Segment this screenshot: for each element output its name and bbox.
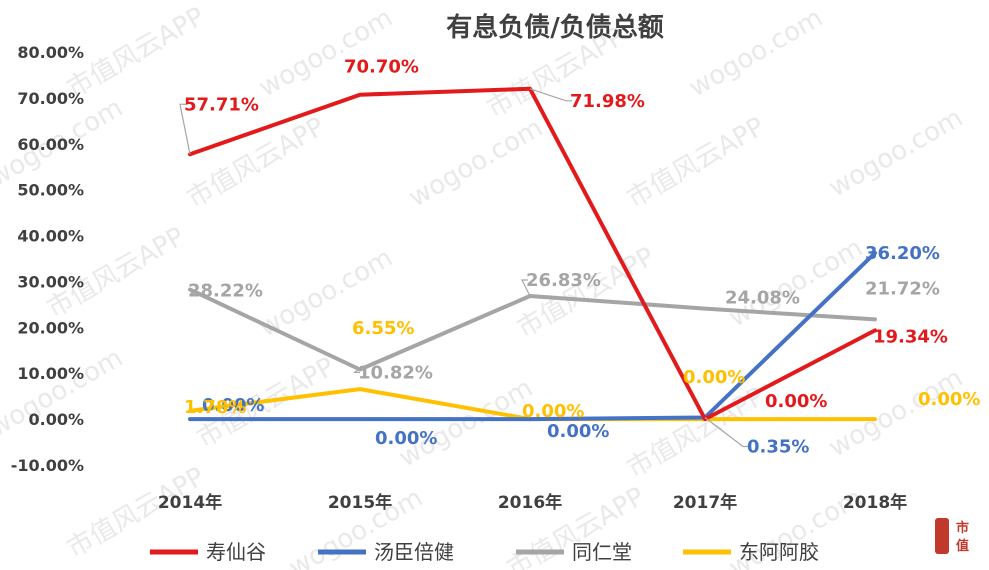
y-tick-label: 40.00%: [17, 227, 84, 246]
data-label: 19.34%: [873, 326, 948, 347]
data-label: 10.82%: [358, 362, 433, 383]
y-tick-label: 20.00%: [17, 318, 84, 337]
watermark-text: 市值风云APP: [622, 112, 770, 215]
x-tick-label: 2016年: [498, 492, 562, 513]
leader-line: [353, 368, 361, 374]
data-label: 0.00%: [202, 395, 264, 416]
x-tick-label: 2014年: [158, 492, 222, 513]
data-label: 24.08%: [725, 288, 800, 309]
x-tick-label: 2017年: [673, 492, 737, 513]
data-label: 57.71%: [184, 94, 259, 115]
data-label: 70.70%: [344, 57, 419, 78]
data-label: 6.55%: [352, 318, 414, 339]
logo-text: 值: [956, 538, 969, 554]
data-label: 0.00%: [765, 391, 827, 412]
watermark-text: wogoo.com: [254, 3, 398, 103]
y-axis: -10.00% 0.00% 10.00% 20.00% 30.00% 40.00% 50.0…: [11, 43, 84, 475]
brand-logo: 市值: [935, 518, 969, 554]
leader-lines: [179, 88, 749, 448]
watermark-text: 市值风云APP: [62, 2, 210, 105]
watermark-text: 市值风云APP: [62, 462, 210, 565]
data-labels: 57.71%70.70%71.98%0.00%19.34%0.00%0.00% 0…: [184, 57, 980, 458]
data-label: 26.83%: [526, 270, 601, 291]
watermark-layer: 市值风云APP wogoo.com 市值风云APP wogoo.comwogoo.co…: [0, 2, 968, 570]
leader-line: [529, 88, 572, 102]
watermark-text: 市值风云APP: [182, 112, 330, 215]
data-label: 0.00%: [918, 389, 980, 410]
watermark-text: wogoo.com: [404, 113, 548, 213]
x-axis: 2014年 2015年 2016年 2017年 2018年: [158, 492, 907, 513]
legend-label: 东阿阿胶: [739, 540, 819, 564]
y-tick-label: 10.00%: [17, 364, 84, 383]
leader-line: [179, 103, 191, 155]
watermark-text: wogoo.com: [824, 363, 968, 463]
legend-label: 汤臣倍健: [374, 540, 454, 564]
y-tick-label: 50.00%: [17, 181, 84, 200]
x-tick-label: 2018年: [843, 492, 907, 513]
leader-line: [521, 279, 531, 297]
logo-mark: [935, 518, 949, 554]
y-tick-label: 70.00%: [17, 89, 84, 108]
legend: 寿仙谷 汤臣倍健 同仁堂 东阿阿胶: [150, 540, 819, 564]
data-label: 36.20%: [865, 243, 940, 264]
chart-title: 有息负债/负债总额: [446, 12, 664, 43]
data-label: 28.22%: [188, 281, 263, 302]
legend-label: 寿仙谷: [206, 540, 266, 564]
y-tick-label: 30.00%: [17, 272, 84, 291]
data-label: 0.00%: [375, 428, 437, 449]
y-tick-label: 60.00%: [17, 135, 84, 154]
data-label: 1.78%: [184, 397, 246, 418]
data-label: 21.72%: [865, 278, 940, 299]
watermark-text: wogoo.com: [684, 3, 828, 103]
data-label: 0.00%: [683, 367, 745, 388]
y-tick-label: -10.00%: [11, 456, 84, 475]
x-tick-label: 2015年: [328, 492, 392, 513]
leader-line: [704, 417, 749, 448]
legend-label: 同仁堂: [572, 540, 632, 564]
data-label: 0.00%: [547, 421, 609, 442]
watermark-text: wogoo.com: [824, 103, 968, 203]
watermark-text: wogoo.com: [394, 373, 538, 473]
y-tick-label: 80.00%: [17, 43, 84, 62]
y-tick-label: 0.00%: [28, 410, 84, 429]
data-label: 71.98%: [570, 91, 645, 112]
series-line: [188, 251, 877, 422]
logo-text: 市: [956, 520, 969, 536]
data-label: 0.35%: [747, 437, 809, 458]
data-label: 0.00%: [522, 401, 584, 422]
